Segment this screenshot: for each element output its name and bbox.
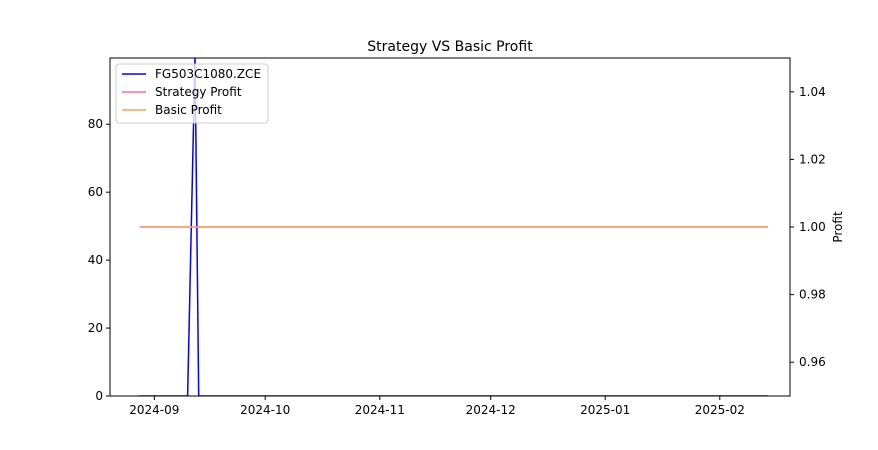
x-tick-label: 2024-12: [466, 403, 516, 417]
y-left-tick-label: 80: [88, 117, 103, 131]
legend-frame: [115, 63, 269, 124]
series-layer: [139, 58, 768, 396]
y-axis-right-label: Profit: [831, 211, 845, 243]
x-tick-label: 2024-10: [240, 403, 290, 417]
y-left-tick-label: 20: [88, 321, 103, 335]
x-tick-label: 2024-09: [129, 403, 179, 417]
y-left-tick-label: 40: [88, 253, 103, 267]
legend-label-fg503c1080-zce: FG503C1080.ZCE: [155, 67, 261, 81]
legend-label-basic-profit: Basic Profit: [155, 103, 222, 117]
y-right-tick-label: 1.02: [799, 152, 826, 166]
chart-title: Strategy VS Basic Profit: [367, 39, 533, 55]
x-axis: 2024-09 2024-10 2024-11 2024-12 2025-01 2025-…: [129, 396, 745, 417]
x-tick-label: 2024-11: [355, 403, 405, 417]
y-right-tick-label: 0.98: [799, 288, 826, 302]
y-right-tick-label: 0.96: [799, 355, 826, 369]
x-tick-label: 2025-02: [695, 403, 745, 417]
y-right-tick-label: 1.04: [799, 85, 826, 99]
y-axis-right: 0.96 0.98 1.00 1.02 1.04: [790, 85, 826, 369]
legend-label-strategy-profit: Strategy Profit: [155, 85, 242, 99]
y-axis-left: 0 20 40 60 80: [88, 117, 110, 403]
y-left-tick-label: 60: [88, 185, 103, 199]
y-right-tick-label: 1.00: [799, 220, 826, 234]
legend: FG503C1080.ZCE Strategy Profit Basic Profi…: [115, 63, 269, 124]
y-left-tick-label: 0: [95, 389, 103, 403]
series-line-fg503c1080-zce: [139, 58, 768, 396]
x-tick-label: 2025-01: [580, 403, 630, 417]
